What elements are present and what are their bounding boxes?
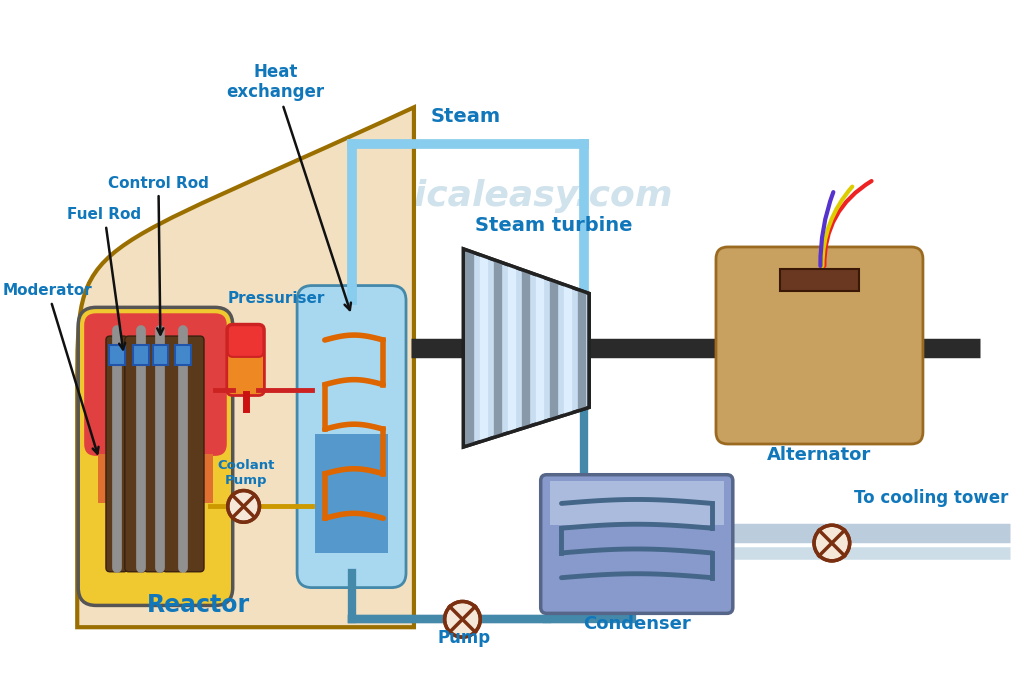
Bar xyxy=(153,345,168,365)
Text: Pump: Pump xyxy=(438,629,490,647)
Text: Heat
exchanger: Heat exchanger xyxy=(226,63,351,310)
Bar xyxy=(133,345,148,365)
Polygon shape xyxy=(464,249,589,447)
FancyBboxPatch shape xyxy=(716,247,923,444)
Text: Moderator: Moderator xyxy=(3,284,98,453)
FancyBboxPatch shape xyxy=(163,336,184,572)
Bar xyxy=(780,269,859,291)
FancyBboxPatch shape xyxy=(182,336,204,572)
Text: Condenser: Condenser xyxy=(583,615,690,633)
Text: Reactor: Reactor xyxy=(146,594,250,618)
Bar xyxy=(175,345,191,365)
FancyBboxPatch shape xyxy=(143,336,166,572)
Text: Control Rod: Control Rod xyxy=(108,176,209,335)
Bar xyxy=(109,345,125,365)
Circle shape xyxy=(814,526,850,561)
Text: Alternator: Alternator xyxy=(767,446,871,464)
FancyBboxPatch shape xyxy=(78,307,232,605)
PathPatch shape xyxy=(77,107,414,627)
Text: Coolant
Pump: Coolant Pump xyxy=(217,459,274,486)
Circle shape xyxy=(227,491,259,522)
Text: To cooling tower: To cooling tower xyxy=(854,489,1008,508)
FancyBboxPatch shape xyxy=(297,286,407,587)
FancyBboxPatch shape xyxy=(227,325,263,357)
Circle shape xyxy=(444,602,480,637)
Bar xyxy=(550,481,724,526)
FancyBboxPatch shape xyxy=(125,336,146,572)
Text: Fuel Rod: Fuel Rod xyxy=(68,207,141,350)
Bar xyxy=(315,434,388,553)
FancyBboxPatch shape xyxy=(541,475,733,613)
Text: electricaleasy.com: electricaleasy.com xyxy=(297,179,674,214)
FancyBboxPatch shape xyxy=(226,324,264,396)
FancyBboxPatch shape xyxy=(105,336,128,572)
FancyBboxPatch shape xyxy=(84,313,226,456)
Text: Steam turbine: Steam turbine xyxy=(475,216,633,235)
Text: Steam: Steam xyxy=(431,107,501,126)
Text: Pressuriser: Pressuriser xyxy=(227,291,326,306)
Bar xyxy=(98,454,213,504)
